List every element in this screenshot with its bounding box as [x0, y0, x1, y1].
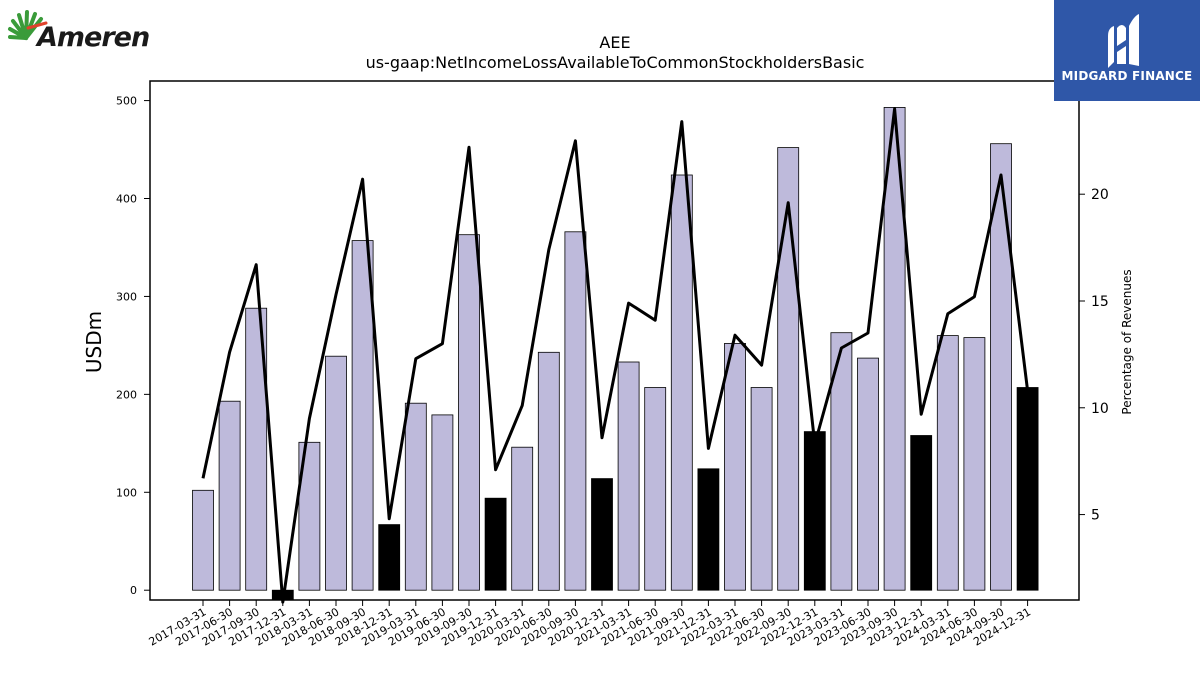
y-tick-label: 100 [116, 486, 137, 499]
bar [245, 307, 268, 591]
sunburst-icon [8, 10, 48, 40]
right-axis-ticks: 5 10 15 20 [1079, 187, 1109, 524]
y2-axis-label: Percentage of Revenues [1120, 269, 1134, 414]
bar [431, 414, 454, 591]
percentage-line [201, 107, 1030, 604]
bar [351, 240, 374, 591]
bar [591, 478, 613, 591]
bar [910, 435, 933, 591]
bar [537, 351, 560, 591]
y-axis-label: USDm [82, 311, 106, 373]
bar [1016, 387, 1039, 591]
bar [325, 355, 347, 591]
bar [192, 489, 214, 591]
bar [298, 441, 321, 591]
bar [803, 431, 826, 591]
y-tick-label: 300 [116, 290, 137, 303]
chart-title: AEE [599, 33, 630, 52]
bar [990, 143, 1012, 591]
y-tick-label: 500 [116, 95, 137, 108]
bar [218, 400, 241, 591]
plot-frame [149, 80, 1080, 601]
bar [617, 361, 640, 591]
bar [936, 335, 959, 591]
y-tick-label: 0 [130, 584, 137, 597]
bar [404, 402, 427, 591]
bar [511, 446, 534, 591]
bar [750, 387, 773, 591]
y2-tick-label: 20 [1091, 187, 1109, 203]
ameren-wordmark: Ameren [37, 22, 150, 53]
bar [963, 337, 986, 591]
bar [644, 387, 667, 591]
bar [378, 524, 401, 591]
bar [564, 231, 587, 591]
y-tick-label: 200 [116, 388, 137, 401]
bar [670, 174, 693, 591]
line-series [201, 107, 1030, 604]
bar [484, 497, 507, 591]
ameren-logo: Ameren [4, 4, 150, 60]
y2-tick-label: 10 [1091, 401, 1109, 417]
y-tick-label: 400 [116, 193, 137, 206]
left-axis-ticks: 0 100 200 300 400 500 [116, 95, 150, 597]
chart-subtitle: us-gaap:NetIncomeLossAvailableToCommonSt… [366, 53, 865, 72]
bar-series [192, 107, 1039, 601]
y2-tick-label: 15 [1091, 294, 1109, 310]
midgard-finance-logo: MIDGARD FINANCE [1054, 0, 1200, 101]
bar [857, 357, 879, 591]
bar [724, 342, 746, 591]
x-axis-ticks: 2017-03-312017-06-302017-09-302017-12-31… [147, 600, 1033, 649]
bar [830, 332, 853, 591]
midgard-mark-icon [1108, 14, 1139, 68]
y2-tick-label: 5 [1091, 508, 1100, 524]
bar [697, 468, 720, 591]
midgard-wordmark: MIDGARD FINANCE [1061, 69, 1193, 83]
bar [458, 234, 480, 591]
